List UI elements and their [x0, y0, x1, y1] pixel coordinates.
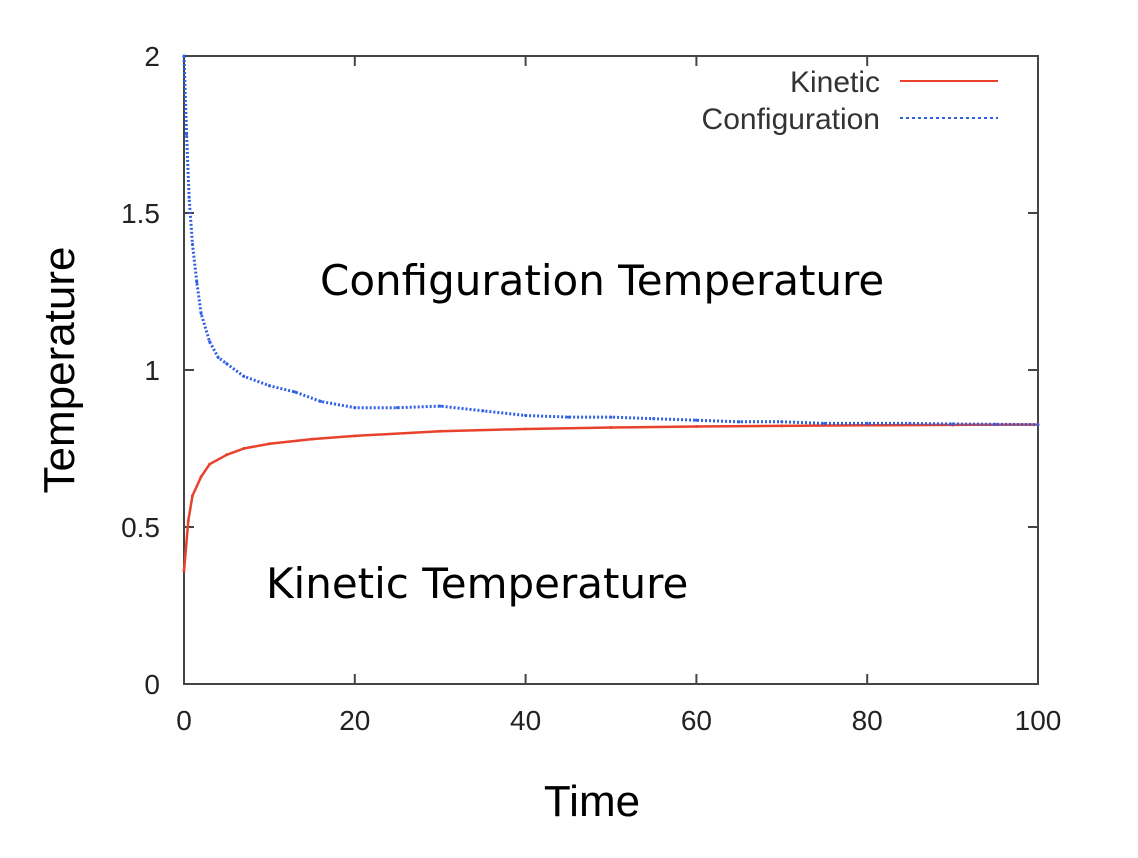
- y-tick-label: 1: [144, 355, 160, 386]
- series-line-kinetic: [182, 423, 1039, 572]
- series-layer: [182, 54, 1040, 573]
- data-point-kinetic: [353, 434, 357, 438]
- data-point-configuration: [187, 195, 191, 199]
- data-point-kinetic: [267, 442, 271, 446]
- data-point-configuration: [199, 311, 203, 315]
- annotation-configuration: Configuration Temperature: [320, 256, 884, 305]
- data-point-configuration: [737, 420, 741, 424]
- data-point-configuration: [438, 404, 442, 408]
- series-line-configuration: [182, 55, 1039, 427]
- x-axis-title: Time: [544, 777, 640, 826]
- y-tick-labels: 0 0.5 1 1.5 2: [121, 41, 160, 700]
- data-point-configuration: [1036, 423, 1040, 427]
- data-point-configuration: [293, 390, 297, 394]
- data-point-configuration: [694, 418, 698, 422]
- data-point-configuration: [191, 242, 195, 246]
- data-point-kinetic: [199, 475, 203, 479]
- x-tick-labels: 0 20 40 60 80 100: [176, 705, 1061, 736]
- x-tick-label: 100: [1015, 705, 1062, 736]
- data-point-configuration: [865, 421, 869, 425]
- legend: Kinetic Configuration: [702, 66, 998, 136]
- x-tick-label: 20: [339, 705, 370, 736]
- data-point-configuration: [195, 280, 199, 284]
- legend-label-kinetic: Kinetic: [790, 66, 880, 99]
- y-axis-title: Temperature: [35, 246, 84, 493]
- data-point-configuration: [609, 415, 613, 419]
- x-tick-label: 80: [852, 705, 883, 736]
- data-point-configuration: [481, 409, 485, 413]
- data-point-configuration: [524, 414, 528, 418]
- data-point-kinetic: [191, 494, 195, 498]
- y-tick-label: 1.5: [121, 198, 160, 229]
- data-point-configuration: [993, 422, 997, 426]
- data-point-configuration: [242, 374, 246, 378]
- data-point-kinetic: [242, 447, 246, 450]
- x-tick-label: 0: [176, 705, 192, 736]
- data-point-configuration: [185, 133, 189, 136]
- tick-marks: [183, 55, 1039, 685]
- data-point-kinetic: [225, 453, 229, 457]
- data-point-kinetic: [694, 425, 698, 429]
- data-point-configuration: [566, 415, 570, 419]
- data-point-configuration: [823, 421, 826, 425]
- data-point-configuration: [908, 421, 912, 425]
- data-point-configuration: [780, 420, 784, 424]
- data-point-kinetic: [310, 437, 314, 441]
- data-point-configuration: [182, 54, 186, 58]
- data-point-configuration: [225, 362, 229, 366]
- data-point-configuration: [353, 406, 357, 410]
- data-point-configuration: [652, 417, 656, 421]
- data-point-configuration: [951, 422, 955, 426]
- data-point-configuration: [319, 399, 323, 403]
- data-point-configuration: [208, 340, 212, 344]
- data-point-configuration: [396, 406, 399, 410]
- y-tick-label: 0.5: [121, 512, 160, 543]
- y-tick-label: 2: [144, 41, 160, 72]
- data-point-kinetic: [609, 425, 613, 429]
- legend-label-configuration: Configuration: [702, 103, 880, 136]
- y-tick-label: 0: [144, 669, 160, 700]
- data-point-kinetic: [524, 427, 528, 431]
- data-point-kinetic: [208, 462, 212, 466]
- data-point-kinetic: [186, 519, 190, 523]
- data-point-kinetic: [438, 429, 442, 433]
- x-tick-label: 60: [681, 705, 712, 736]
- data-point-configuration: [267, 384, 271, 388]
- data-point-configuration: [216, 355, 220, 359]
- x-tick-label: 40: [510, 705, 541, 736]
- data-point-kinetic: [182, 569, 186, 573]
- data-point-kinetic: [780, 424, 784, 428]
- annotation-kinetic: Kinetic Temperature: [266, 559, 688, 608]
